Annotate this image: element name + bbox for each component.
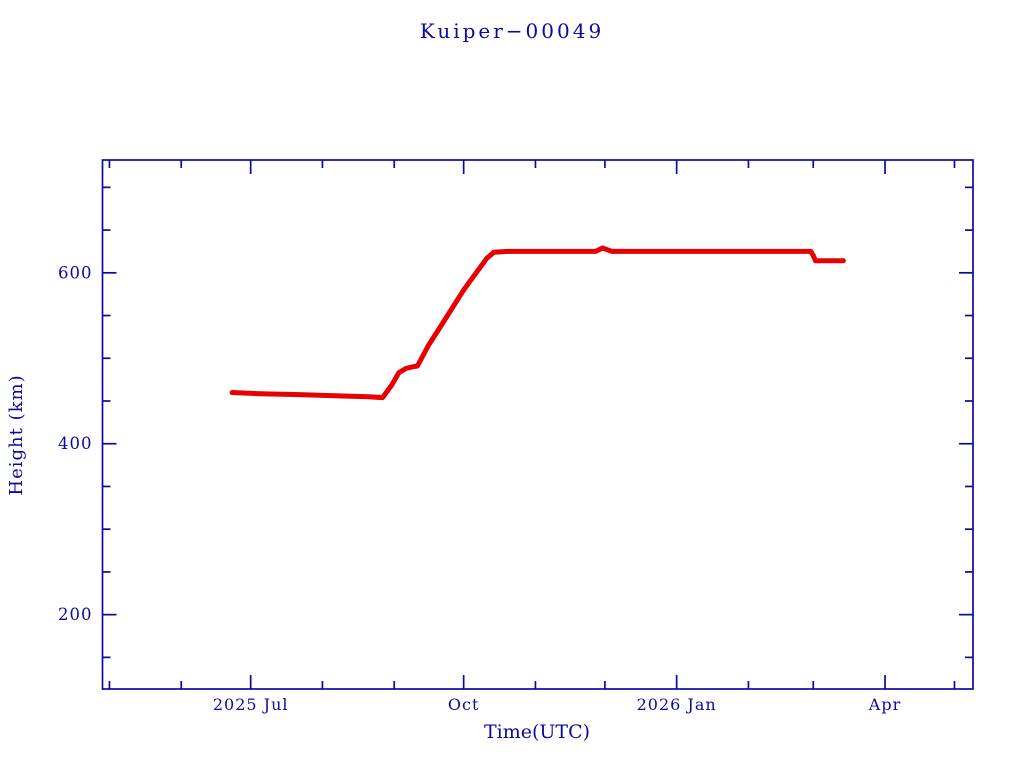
x-tick-label: Oct xyxy=(448,695,480,714)
x-tick-label: Apr xyxy=(868,695,901,714)
y-axis-label: Height (km) xyxy=(6,374,27,496)
plot-frame xyxy=(101,159,974,690)
y-tick-label: 400 xyxy=(58,434,93,453)
x-tick-label: 2026 Jan xyxy=(637,695,717,714)
x-tick-label: 2025 Jul xyxy=(213,695,289,714)
x-axis-label: Time(UTC) xyxy=(483,721,591,743)
y-tick-label: 600 xyxy=(58,263,93,282)
chart-title: Kuiper−00049 xyxy=(419,19,605,43)
y-tick-label: 200 xyxy=(58,605,93,624)
height-series-line xyxy=(229,245,846,401)
